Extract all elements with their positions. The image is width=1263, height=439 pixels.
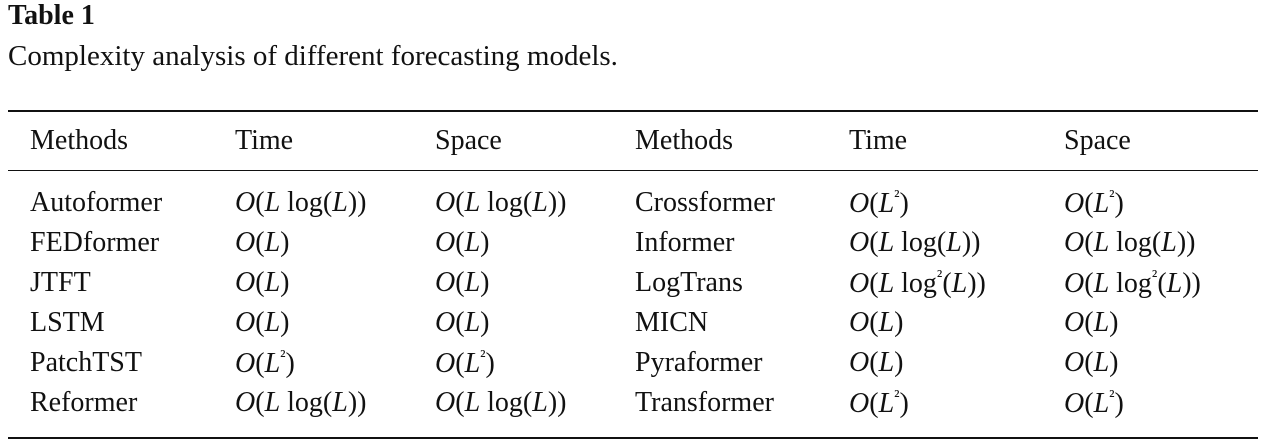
column-header: Time — [849, 125, 908, 156]
complexity-cell: O(L) — [235, 307, 290, 338]
table-row: LSTM O(L) O(L) MICN O(L) O(L) — [8, 303, 1258, 343]
column-header: Methods — [30, 125, 128, 156]
method-cell: LogTrans — [635, 267, 743, 298]
method-cell: MICN — [635, 307, 709, 338]
complexity-cell: O(L) — [1064, 347, 1119, 378]
page: Table 1 Complexity analysis of different… — [8, 0, 1258, 438]
complexity-cell: O(L²) — [849, 386, 909, 419]
table-row: FEDformer O(L) O(L) Informer O(L log(L)) O(L … — [8, 223, 1258, 263]
complexity-cell: O(L) — [849, 307, 904, 338]
column-header: Time — [235, 125, 294, 156]
table-label: Table 1 — [8, 0, 95, 31]
column-header: Space — [1064, 125, 1131, 156]
complexity-cell: O(L log²(L)) — [849, 266, 986, 299]
method-cell: JTFT — [30, 267, 91, 298]
complexity-cell: O(L log(L)) — [235, 187, 367, 218]
method-cell: Informer — [635, 227, 735, 258]
complexity-cell: O(L²) — [435, 346, 495, 379]
complexity-cell: O(L log(L)) — [435, 187, 567, 218]
method-cell: PatchTST — [30, 347, 142, 378]
method-cell: Crossformer — [635, 187, 775, 218]
complexity-cell: O(L log(L)) — [1064, 227, 1196, 258]
table-row: PatchTST O(L²) O(L²) Pyraformer O(L) O(L) — [8, 343, 1258, 383]
complexity-cell: O(L²) — [1064, 186, 1124, 219]
table-body: Autoformer O(L log(L)) O(L log(L)) Crossfor… — [8, 171, 1258, 438]
column-header: Methods — [635, 125, 733, 156]
table-caption: Complexity analysis of different forecas… — [8, 40, 618, 72]
table-row: JTFT O(L) O(L) LogTrans O(L log²(L)) O(L log²… — [8, 263, 1258, 303]
method-cell: LSTM — [30, 307, 105, 338]
complexity-cell: O(L) — [435, 267, 490, 298]
table-row: Reformer O(L log(L)) O(L log(L)) Transforme… — [8, 383, 1258, 438]
complexity-cell: O(L log(L)) — [435, 387, 567, 418]
method-cell: Autoformer — [30, 187, 163, 218]
method-cell: FEDformer — [30, 227, 160, 258]
complexity-cell: O(L log(L)) — [849, 227, 981, 258]
method-cell: Reformer — [30, 387, 138, 418]
method-cell: Transformer — [635, 387, 774, 418]
table-header: Methods Time Space Methods Time Space — [8, 111, 1258, 171]
complexity-cell: O(L) — [235, 227, 290, 258]
complexity-cell: O(L log²(L)) — [1064, 266, 1201, 299]
header-row: Methods Time Space Methods Time Space — [8, 111, 1258, 171]
complexity-table: Methods Time Space Methods Time Space Autofor… — [8, 110, 1258, 439]
complexity-cell: O(L) — [1064, 307, 1119, 338]
complexity-cell: O(L) — [235, 267, 290, 298]
complexity-cell: O(L log(L)) — [235, 387, 367, 418]
complexity-cell: O(L²) — [849, 186, 909, 219]
method-cell: Pyraformer — [635, 347, 763, 378]
complexity-cell: O(L) — [849, 347, 904, 378]
complexity-cell: O(L²) — [1064, 386, 1124, 419]
table-row: Autoformer O(L log(L)) O(L log(L)) Crossfor… — [8, 171, 1258, 224]
complexity-cell: O(L) — [435, 307, 490, 338]
complexity-cell: O(L²) — [235, 346, 295, 379]
complexity-cell: O(L) — [435, 227, 490, 258]
column-header: Space — [435, 125, 502, 156]
